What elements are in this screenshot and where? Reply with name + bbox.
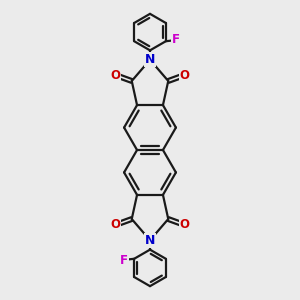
Text: N: N — [145, 53, 155, 66]
Text: O: O — [111, 69, 121, 82]
Text: O: O — [179, 218, 190, 231]
Text: N: N — [145, 234, 155, 247]
Text: O: O — [110, 218, 121, 231]
Text: F: F — [120, 254, 128, 267]
Text: F: F — [172, 33, 180, 46]
Text: O: O — [179, 69, 190, 82]
